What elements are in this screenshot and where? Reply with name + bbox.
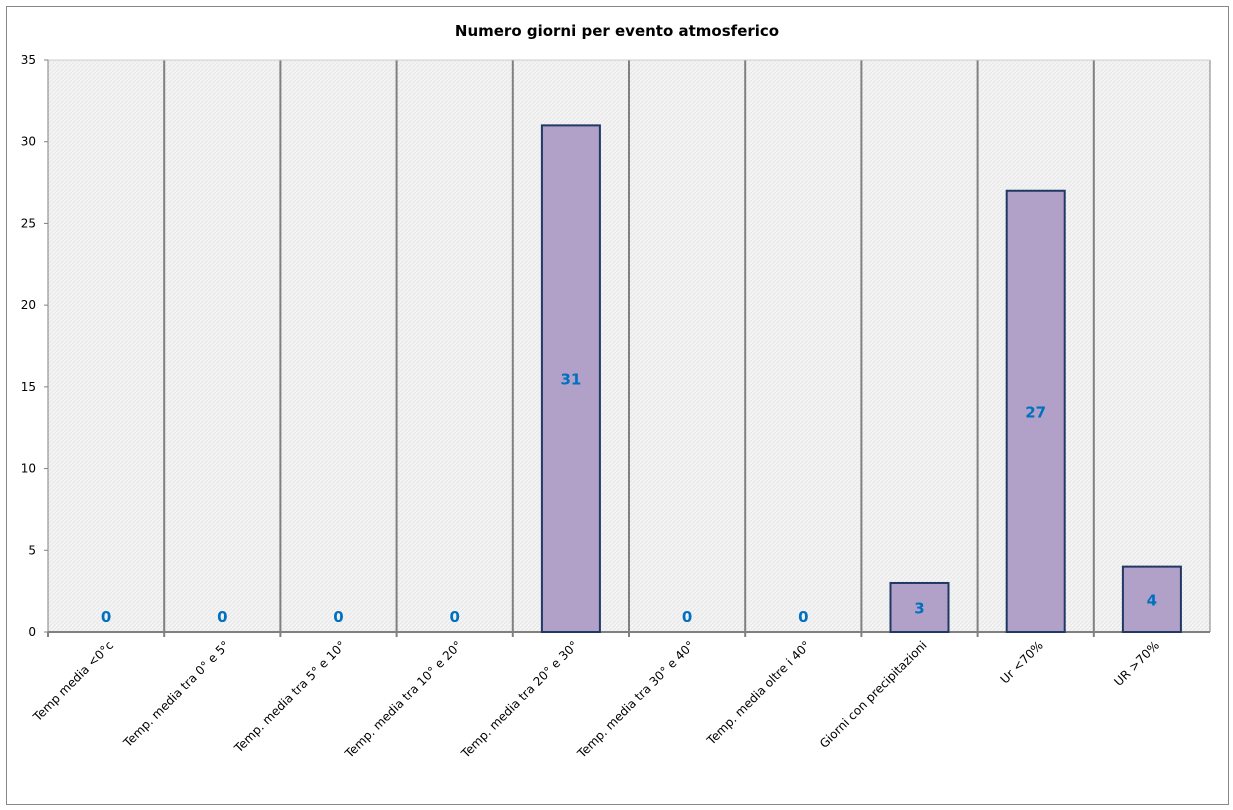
x-tick-label: Temp. media tra 30° e 40° [574,638,697,761]
chart-title: Numero giorni per evento atmosferico [455,22,779,40]
bar [889,581,950,634]
data-label: 27 [1025,403,1046,421]
x-tick-label: Giorni con precipitazioni [817,638,930,751]
bar [1005,189,1066,633]
x-tick-label: Temp media <0°c [30,638,116,724]
data-label: 0 [101,608,111,626]
data-label: 4 [1147,591,1157,609]
x-tick-label: Temp. media tra 5° e 10° [231,638,349,756]
y-tick-label: 0 [28,625,36,639]
y-tick-label: 10 [21,462,36,476]
data-label: 31 [560,371,581,389]
bar [540,124,601,633]
y-tick-label: 35 [21,53,36,67]
x-tick-label: Ur <70% [998,638,1046,686]
data-label: 0 [798,608,808,626]
y-tick-label: 25 [21,216,36,230]
x-tick-label: UR >70% [1111,638,1162,689]
x-tick-label: Temp. media oltre i 40° [703,638,813,748]
data-label: 0 [333,608,343,626]
y-tick-label: 15 [21,380,36,394]
y-tick-label: 30 [21,135,36,149]
x-tick-label: Temp. media tra 0° e 5° [120,638,232,750]
y-tick-label: 5 [28,543,36,557]
y-tick-label: 20 [21,298,36,312]
x-tick-label: Temp. media tra 10° e 20° [342,638,465,761]
x-tick-label: Temp. media tra 20° e 30° [458,638,581,761]
data-label: 3 [914,599,924,617]
data-label: 0 [217,608,227,626]
bar [1121,565,1182,634]
data-label: 0 [449,608,459,626]
data-label: 0 [682,608,692,626]
